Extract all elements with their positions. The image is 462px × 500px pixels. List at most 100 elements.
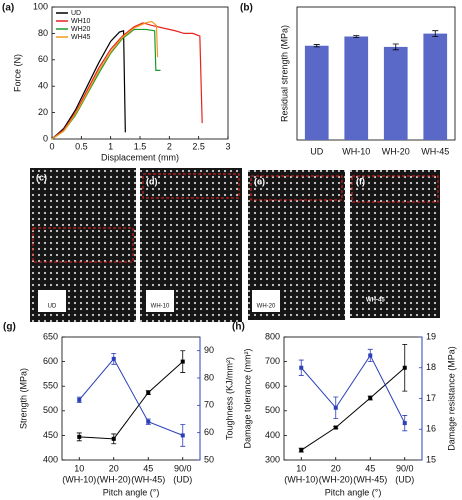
photo-e: (e) WH-20 xyxy=(248,170,345,320)
marker xyxy=(111,356,116,361)
x-tick-label: 1 xyxy=(108,141,113,151)
x-tick-note: (WH-10) xyxy=(284,474,318,484)
series-line xyxy=(300,354,406,424)
damage-box xyxy=(351,175,439,203)
y-tick-label: 16 xyxy=(426,424,436,434)
photo-tag: UD xyxy=(48,304,57,310)
force-curve xyxy=(51,28,161,140)
x-tick-note: (WH-45) xyxy=(131,474,165,484)
x-tick-note: (WH-10) xyxy=(62,474,96,484)
force-curve xyxy=(51,29,126,140)
x-tick-label: 2.5 xyxy=(192,141,205,151)
panel-label: (b) xyxy=(240,3,253,14)
photo-label: (f) xyxy=(356,176,365,186)
x-tick-note: (WH-20) xyxy=(97,474,131,484)
y-tick-label: 80 xyxy=(38,28,48,38)
damage-box xyxy=(142,173,240,199)
x-tick-label: 45 xyxy=(365,463,375,473)
y-tick-label: 70 xyxy=(204,400,214,410)
y-axis-label: Force (N) xyxy=(12,54,22,92)
error-bar xyxy=(313,44,320,48)
x-tick-label: 2 xyxy=(167,141,172,151)
x-tick-note: (UD) xyxy=(173,474,192,484)
marker xyxy=(368,353,373,358)
error-bar xyxy=(353,35,360,38)
photo-c: (c) UD xyxy=(30,168,136,322)
y-tick-label: 450 xyxy=(43,430,58,440)
x-axis-label: Pitch angle (°) xyxy=(103,487,160,497)
bar xyxy=(383,46,408,140)
error-bar xyxy=(392,43,399,51)
y-tick-label: 40 xyxy=(38,81,48,91)
y-axis-label: Strength (MPa) xyxy=(18,368,28,429)
marker xyxy=(402,365,407,370)
y-tick-label: 400 xyxy=(265,430,280,440)
x-axis-label: Displacement (mm) xyxy=(101,152,179,162)
y-tick-label: 18 xyxy=(426,362,436,372)
x-tick-label: 90/0 xyxy=(174,463,192,473)
marker xyxy=(146,419,151,424)
legend-label: WH10 xyxy=(71,18,91,25)
series-line xyxy=(300,367,406,451)
marker xyxy=(77,434,82,439)
photo xyxy=(350,170,440,318)
y-tick-label: 700 xyxy=(265,356,280,366)
y-tick-label: 400 xyxy=(43,454,58,464)
photo-tag: WH-10 xyxy=(151,304,170,310)
marker xyxy=(180,433,185,438)
y-tick-label: 500 xyxy=(43,405,58,415)
x-tick-label: 45 xyxy=(143,463,153,473)
y-axis-label: Residual strength (MPa) xyxy=(279,25,289,122)
panel-label: (g) xyxy=(3,322,16,333)
plot-frame xyxy=(61,336,201,461)
damage-box xyxy=(32,227,134,263)
marker xyxy=(146,390,151,395)
y-tick-label: 800 xyxy=(265,331,280,341)
x-tick-note: (WH-20) xyxy=(319,474,353,484)
marker xyxy=(180,359,185,364)
y-tick-label: 600 xyxy=(265,381,280,391)
marker xyxy=(111,436,116,441)
panel-label: (h) xyxy=(232,322,245,333)
marker xyxy=(299,365,304,370)
photo-tag: WH-20 xyxy=(257,304,276,310)
photo-tag: WH-45 xyxy=(366,298,385,304)
damage-box xyxy=(250,175,343,201)
y-tick-label: 19 xyxy=(426,331,436,341)
x-tick-label: 1.5 xyxy=(134,141,147,151)
legend-label: UD xyxy=(71,10,81,17)
x-tick-label: WH-20 xyxy=(382,146,410,156)
x-tick-label: WH-45 xyxy=(421,146,449,156)
panel-label: (a) xyxy=(2,3,14,14)
y-tick-label: 50 xyxy=(204,454,214,464)
x-axis-label: Pitch angle (°) xyxy=(325,487,382,497)
marker xyxy=(333,425,338,430)
photo-label: (c) xyxy=(36,172,47,182)
force-curve xyxy=(51,20,159,140)
plot-frame xyxy=(296,6,456,141)
plot-frame xyxy=(283,336,423,461)
x-tick-label: UD xyxy=(310,146,323,156)
bar xyxy=(423,33,448,140)
photo-label: (d) xyxy=(146,176,158,186)
tag-box xyxy=(252,290,280,312)
y-tick-label: 500 xyxy=(265,405,280,415)
y-tick-label: 20 xyxy=(38,107,48,117)
marker xyxy=(402,421,407,426)
y-tick-label: 300 xyxy=(265,454,280,464)
x-tick-note: (UD) xyxy=(395,474,414,484)
x-tick-label: 10 xyxy=(74,463,84,473)
y-tick-label: 650 xyxy=(43,331,58,341)
y-tick-label: 15 xyxy=(426,454,436,464)
marker xyxy=(77,397,82,402)
x-tick-label: 0.5 xyxy=(75,141,88,151)
y-tick-label: 0 xyxy=(43,133,48,143)
marker xyxy=(299,448,304,453)
force-curve xyxy=(51,22,203,140)
y-tick-label: 600 xyxy=(43,356,58,366)
y-tick-label: 80 xyxy=(204,372,214,382)
y-tick-label: 550 xyxy=(43,381,58,391)
x-tick-label: 0 xyxy=(49,141,54,151)
x-tick-label: 20 xyxy=(331,463,341,473)
